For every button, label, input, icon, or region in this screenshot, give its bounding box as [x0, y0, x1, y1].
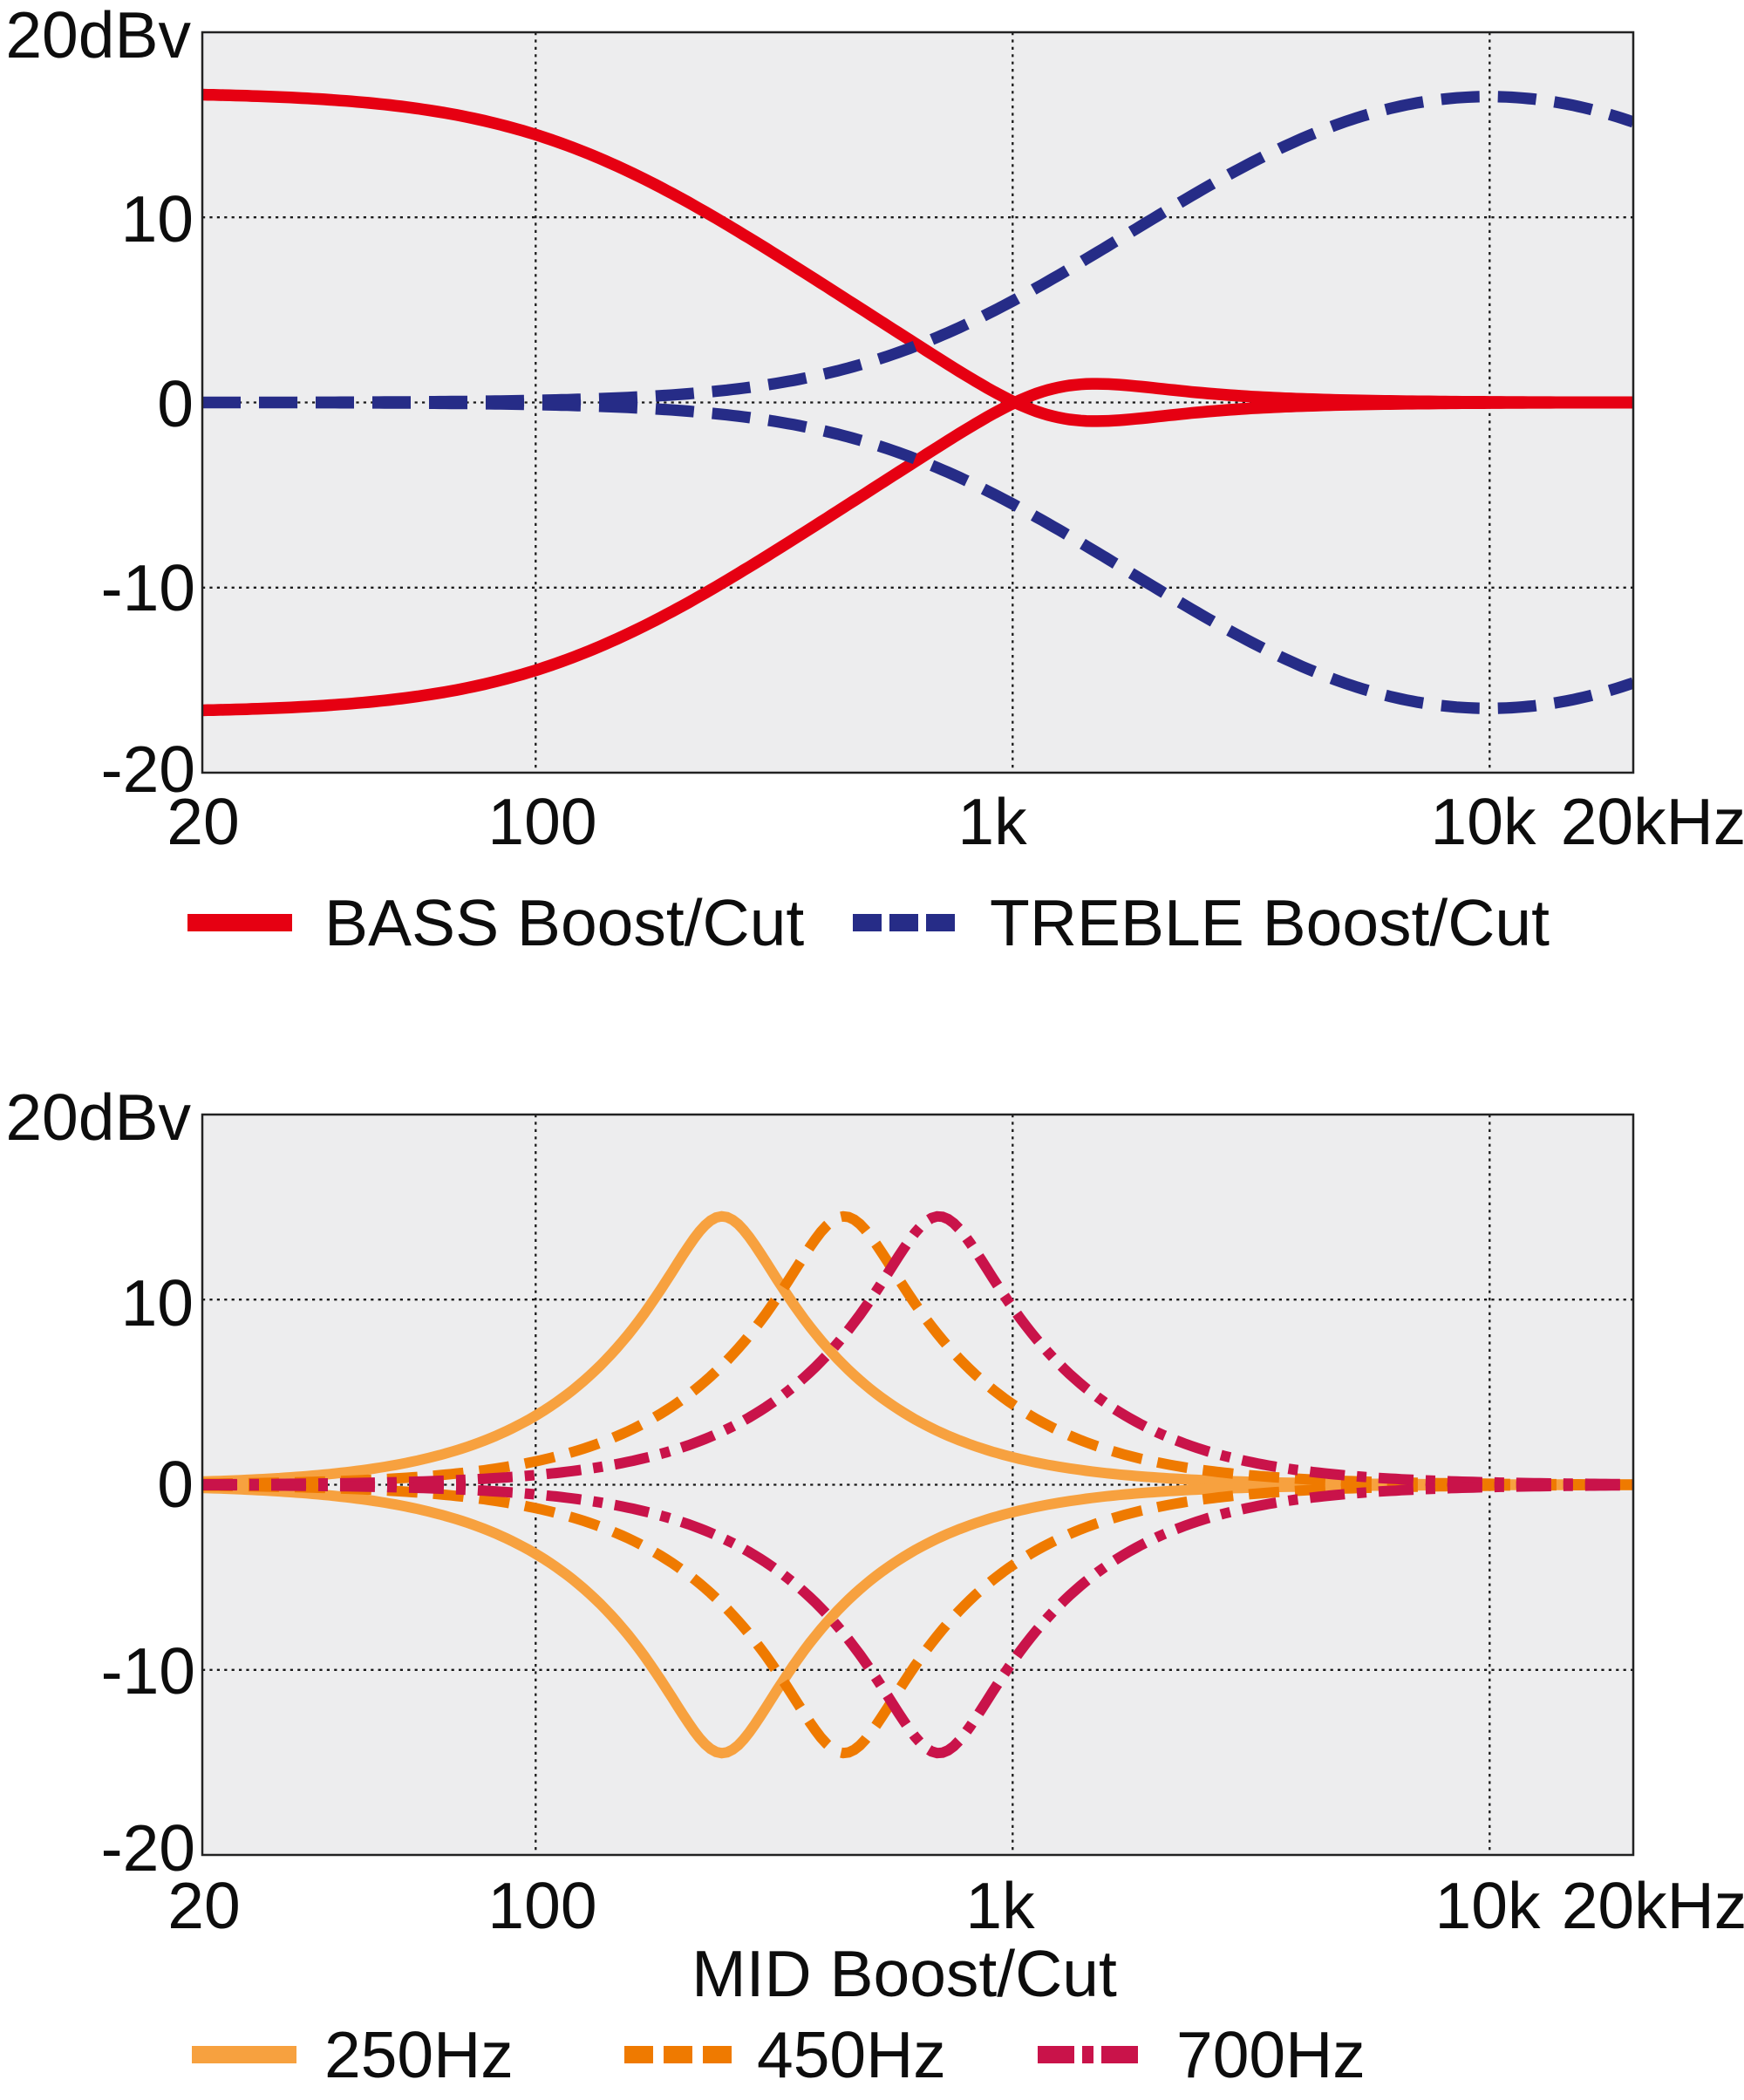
- svg-text:1k: 1k: [965, 1869, 1035, 1942]
- svg-text:20dBv: 20dBv: [5, 0, 191, 72]
- svg-text:-10: -10: [101, 1634, 195, 1708]
- svg-text:20: 20: [167, 785, 239, 858]
- svg-text:100: 100: [487, 785, 596, 858]
- svg-text:10k: 10k: [1435, 1869, 1541, 1942]
- svg-text:20: 20: [167, 1869, 240, 1942]
- svg-text:20kHz: 20kHz: [1561, 785, 1744, 858]
- svg-text:20kHz: 20kHz: [1562, 1869, 1744, 1942]
- svg-text:-10: -10: [101, 551, 195, 624]
- svg-text:10k: 10k: [1431, 785, 1536, 858]
- svg-text:100: 100: [487, 1869, 596, 1942]
- svg-text:700Hz: 700Hz: [1176, 2018, 1366, 2091]
- svg-text:TREBLE Boost/Cut: TREBLE Boost/Cut: [990, 886, 1550, 959]
- svg-text:450Hz: 450Hz: [757, 2018, 946, 2091]
- svg-text:-20: -20: [101, 733, 195, 806]
- svg-text:0: 0: [157, 367, 194, 440]
- svg-text:10: 10: [121, 1266, 194, 1340]
- svg-text:250Hz: 250Hz: [324, 2018, 514, 2091]
- svg-text:20dBv: 20dBv: [5, 1081, 191, 1154]
- svg-text:-20: -20: [101, 1811, 195, 1885]
- svg-text:BASS Boost/Cut: BASS Boost/Cut: [324, 886, 804, 959]
- svg-text:MID Boost/Cut: MID Boost/Cut: [691, 1937, 1117, 2010]
- svg-text:0: 0: [157, 1448, 194, 1521]
- svg-text:10: 10: [121, 182, 194, 256]
- svg-text:1k: 1k: [957, 785, 1027, 858]
